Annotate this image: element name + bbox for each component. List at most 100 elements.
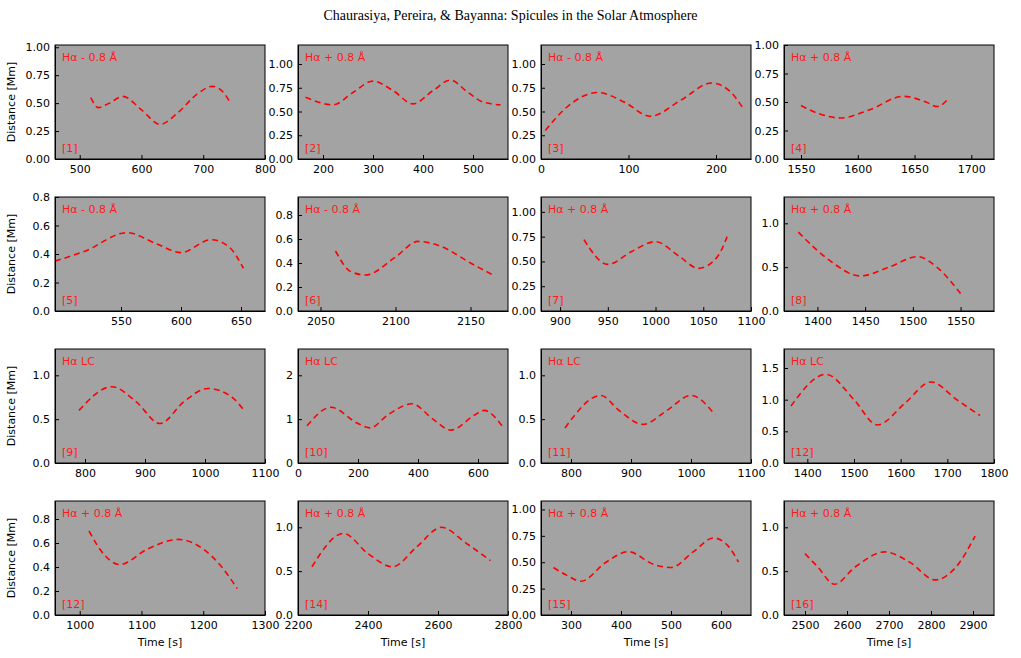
- tick-label: 950: [598, 315, 619, 328]
- tick-label: 0.25: [512, 129, 537, 142]
- tick: 1500: [899, 307, 927, 328]
- tick-mark: [716, 155, 717, 159]
- tick-mark: [541, 419, 545, 420]
- panel-label: [12]: [791, 446, 814, 459]
- tick-label: 300: [363, 163, 384, 176]
- tick-mark: [971, 155, 972, 159]
- tick-label: 1.00: [269, 58, 294, 71]
- tick: 1.00: [512, 503, 546, 516]
- tick-label: 0: [295, 467, 302, 480]
- tick: 1400: [804, 307, 832, 328]
- tick: 0.25: [755, 125, 789, 138]
- plot-background: [55, 349, 265, 463]
- tick-label: 1600: [844, 163, 872, 176]
- tick: 0.25: [269, 129, 303, 142]
- tick-label: 900: [135, 467, 156, 480]
- figure-title: Chaurasiya, Pereira, & Bayanna: Spicules…: [323, 8, 697, 23]
- tick-mark: [471, 307, 472, 311]
- tick-mark: [801, 155, 802, 159]
- x-axis-title: Time [s]: [623, 636, 669, 649]
- tick-label: 900: [621, 467, 642, 480]
- tick-label: 1400: [794, 467, 822, 480]
- panel-title: Hα LC: [62, 355, 95, 368]
- x-axis: 1400145015001550: [785, 307, 995, 328]
- tick-mark: [358, 459, 359, 463]
- tick-mark: [901, 459, 902, 463]
- tick-label: 1: [286, 413, 293, 426]
- tick-label: 0.4: [33, 561, 51, 574]
- tick: 0.50: [512, 106, 546, 119]
- plot-frame: [784, 45, 994, 159]
- fit-curve: [805, 536, 975, 584]
- plot-frame: [55, 45, 265, 159]
- fit-curve: [798, 232, 960, 293]
- tick-mark: [913, 307, 914, 311]
- tick-label: 1700: [934, 467, 962, 480]
- tick-label: 1650: [901, 163, 929, 176]
- tick: 200: [313, 155, 334, 176]
- plot-frame: [298, 197, 508, 311]
- tick-label: 1100: [128, 619, 156, 632]
- figure: Chaurasiya, Pereira, & Bayanna: Spicules…: [0, 0, 1021, 658]
- tick-label: 0.50: [755, 96, 780, 109]
- tick: 2800: [918, 611, 946, 632]
- tick: 0.25: [512, 583, 546, 596]
- fit-curve: [91, 86, 229, 124]
- tick-mark: [784, 527, 788, 528]
- plot-frame: [541, 45, 751, 159]
- tick-label: 2100: [382, 315, 410, 328]
- plot-background: [55, 45, 265, 159]
- tick-mark: [571, 459, 572, 463]
- tick-label: 0.2: [33, 277, 51, 290]
- plot-area: [798, 232, 960, 293]
- y-axis: 0.000.250.500.751.00: [269, 46, 303, 167]
- tick-label: 0.0: [762, 457, 780, 470]
- tick: 0.75: [512, 82, 546, 95]
- tick: 900: [135, 459, 156, 480]
- panel: 14001450150015500.00.51.0Hα + 0.8 Å[8]: [762, 197, 995, 328]
- tick-label: 1.00: [755, 39, 780, 52]
- tick-mark: [298, 88, 302, 89]
- tick-label: 0.75: [26, 69, 51, 82]
- panel-title: Hα + 0.8 Å: [791, 203, 852, 216]
- tick-mark: [141, 611, 142, 615]
- tick-mark: [298, 527, 302, 528]
- fit-curve: [79, 387, 244, 424]
- tick-mark: [784, 131, 788, 132]
- tick-label: 0.0: [33, 305, 51, 318]
- tick: 1.00: [512, 206, 546, 219]
- panel-label: [14]: [305, 598, 328, 611]
- plot-frame: [55, 197, 265, 311]
- fit-curve: [791, 374, 980, 425]
- tick-label: 0: [538, 163, 545, 176]
- plot-area: [801, 96, 949, 118]
- tick-mark: [55, 591, 59, 592]
- tick-mark: [691, 459, 692, 463]
- y-axis-title: Distance [Mm]: [5, 62, 18, 142]
- x-axis: 80090010001100: [56, 459, 280, 480]
- tick: 400: [408, 459, 429, 480]
- panel: 800900100011000.00.51.0Hα LC[9]Distance …: [5, 349, 280, 480]
- tick-mark: [541, 375, 545, 376]
- panel-title: Hα + 0.8 Å: [791, 507, 852, 520]
- plot-area: [307, 404, 502, 430]
- tick-mark: [889, 611, 890, 615]
- plot-frame: [298, 501, 508, 615]
- tick-label: 400: [408, 467, 429, 480]
- tick-label: 500: [463, 163, 484, 176]
- tick-label: 400: [413, 163, 434, 176]
- panel-title: Hα LC: [791, 355, 824, 368]
- tick-label: 1.0: [762, 394, 780, 407]
- tick: 0.00: [512, 609, 546, 622]
- tick-label: 800: [561, 467, 582, 480]
- tick-mark: [298, 263, 302, 264]
- panel-title: Hα + 0.8 Å: [791, 51, 852, 64]
- tick: 400: [413, 155, 434, 176]
- tick-mark: [145, 459, 146, 463]
- tick: 1650: [901, 155, 929, 176]
- tick-mark: [541, 135, 545, 136]
- tick-label: 1.00: [512, 58, 537, 71]
- plot-background: [298, 501, 508, 615]
- tick-label: 1000: [192, 467, 220, 480]
- tick-mark: [621, 611, 622, 615]
